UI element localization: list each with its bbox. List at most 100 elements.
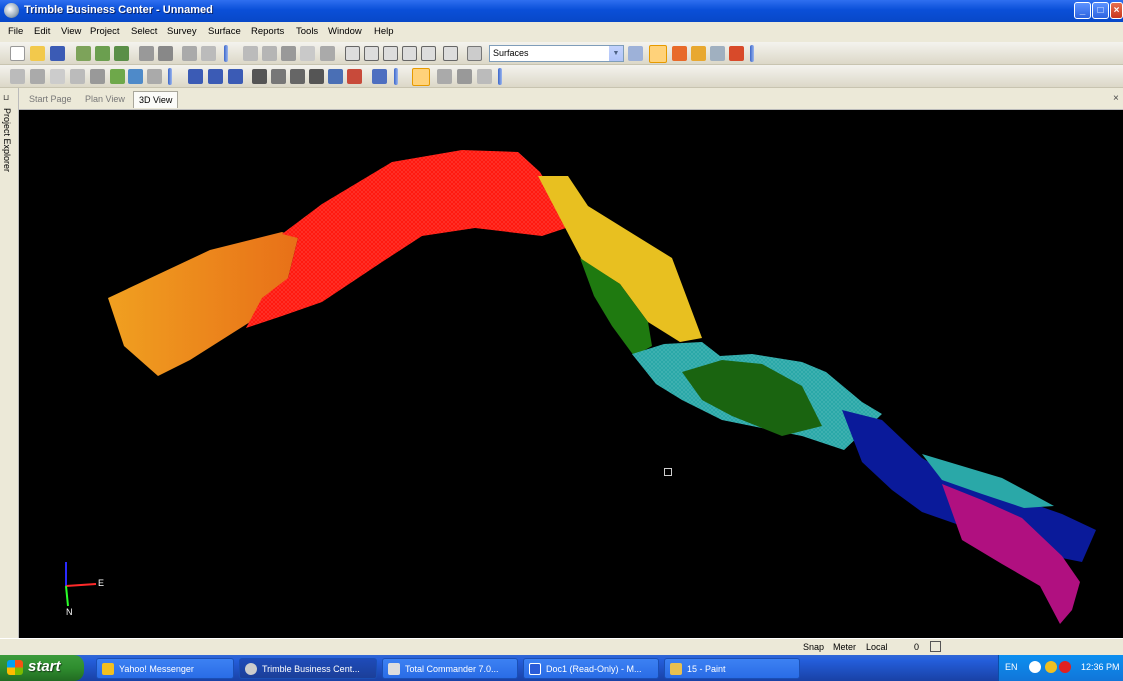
menu-select[interactable]: Select [131, 26, 158, 37]
taskbar-item-total-commander[interactable]: Total Commander 7.0... [382, 658, 518, 679]
contour-icon[interactable] [290, 69, 305, 84]
fly-icon[interactable] [457, 69, 472, 84]
properties-icon[interactable] [320, 46, 335, 61]
house-icon[interactable] [672, 46, 687, 61]
menu-project[interactable]: Project [90, 26, 120, 37]
menu-surface[interactable]: Surface [208, 26, 241, 37]
language-indicator[interactable]: EN [1005, 662, 1018, 672]
help-icon[interactable] [1029, 661, 1041, 673]
toolbar-grip[interactable] [394, 68, 398, 85]
save-icon[interactable] [50, 46, 65, 61]
view-filter-icon[interactable] [443, 46, 458, 61]
grid-icon[interactable] [467, 46, 482, 61]
close-tab-icon[interactable]: × [1113, 93, 1119, 104]
taskbar-item-word-doc[interactable]: Doc1 (Read-Only) - M... [523, 658, 659, 679]
units-indicator[interactable]: Meter [833, 642, 857, 652]
y-axis-label: N [66, 607, 73, 617]
report-icon[interactable] [114, 46, 129, 61]
undo-icon[interactable] [182, 46, 197, 61]
import-icon[interactable] [76, 46, 91, 61]
paste-icon[interactable] [281, 46, 296, 61]
volume-icon[interactable] [271, 69, 286, 84]
start-button[interactable]: start [0, 655, 84, 681]
coordinate-system-indicator[interactable]: Local [866, 642, 888, 652]
surface-render [65, 150, 1096, 624]
calculator-icon[interactable] [147, 69, 162, 84]
security-alert-icon[interactable] [1059, 661, 1071, 673]
arc-icon[interactable] [70, 69, 85, 84]
menu-survey[interactable]: Survey [167, 26, 197, 37]
profile-icon[interactable] [208, 69, 223, 84]
export-icon[interactable] [95, 46, 110, 61]
layer-icon[interactable] [691, 46, 706, 61]
chevron-down-icon[interactable]: ▼ [609, 46, 623, 61]
menu-reports[interactable]: Reports [251, 26, 285, 37]
menu-help[interactable]: Help [374, 26, 394, 37]
snap-indicator[interactable]: Snap [803, 642, 825, 652]
add-point-icon[interactable] [50, 69, 65, 84]
pin-icon[interactable]: ⊔ [3, 93, 10, 102]
cut-fill-icon[interactable] [328, 69, 343, 84]
alignment-icon[interactable] [188, 69, 203, 84]
tab-start-page[interactable]: Start Page [29, 94, 72, 104]
close-button[interactable]: × [1110, 2, 1123, 19]
menu-tools[interactable]: Tools [296, 26, 319, 37]
toolbar-grip[interactable] [498, 68, 502, 85]
taskbar-item-yahoo-messenger[interactable]: Yahoo! Messenger [96, 658, 234, 679]
windows-logo-icon [7, 660, 23, 675]
cross-section-icon[interactable] [228, 69, 243, 84]
zoom-out-icon[interactable] [402, 46, 417, 61]
filter-icon[interactable] [628, 46, 643, 61]
project-explorer-label[interactable]: Project Explorer [2, 108, 12, 173]
project-explorer-panel[interactable]: ⊔ Project Explorer [0, 88, 19, 638]
redo-icon[interactable] [201, 46, 216, 61]
menu-edit[interactable]: Edit [34, 26, 51, 37]
maximize-button[interactable]: □ [1092, 2, 1109, 19]
copy-icon[interactable] [262, 46, 277, 61]
tab-3d-view[interactable]: 3D View [133, 91, 179, 108]
orbit-icon[interactable] [437, 69, 452, 84]
open-folder-icon[interactable] [30, 46, 45, 61]
view-filter-combo[interactable]: Surfaces ▼ [489, 45, 624, 62]
toolbar-grip[interactable] [750, 45, 754, 62]
print-icon[interactable] [139, 46, 154, 61]
export-surface-icon[interactable] [372, 69, 387, 84]
toolbar-grip[interactable] [168, 68, 172, 85]
site-icon[interactable] [347, 69, 362, 84]
taskbar-item-trimble[interactable]: Trimble Business Cent... [239, 658, 377, 679]
toolbar-grip[interactable] [224, 45, 228, 62]
minimize-button[interactable]: _ [1074, 2, 1091, 19]
delete-icon[interactable] [300, 46, 315, 61]
line-icon[interactable] [30, 69, 45, 84]
zoom-in-icon[interactable] [383, 46, 398, 61]
status-settings-icon[interactable] [930, 641, 941, 652]
walk-icon[interactable] [477, 69, 492, 84]
3d-viewport[interactable]: E N [20, 110, 1123, 638]
traverse-icon[interactable] [110, 69, 125, 84]
print-preview-icon[interactable] [158, 46, 173, 61]
surface-create-icon[interactable] [252, 69, 267, 84]
trimble-icon [245, 663, 257, 675]
taskbar-item-paint[interactable]: 15 - Paint [664, 658, 800, 679]
point-icon[interactable] [10, 69, 25, 84]
flag-icon[interactable] [729, 46, 744, 61]
taskbar-item-label: Doc1 (Read-Only) - M... [546, 664, 642, 674]
drape-icon[interactable] [309, 69, 324, 84]
menu-window[interactable]: Window [328, 26, 362, 37]
survey-data-icon[interactable] [128, 69, 143, 84]
zoom-extents-icon[interactable] [345, 46, 360, 61]
rotate-3d-toggle[interactable] [412, 68, 430, 86]
menu-view[interactable]: View [61, 26, 82, 37]
new-file-icon[interactable] [10, 46, 25, 61]
tab-plan-view[interactable]: Plan View [85, 94, 125, 104]
cut-icon[interactable] [243, 46, 258, 61]
messenger-tray-icon[interactable] [1045, 661, 1057, 673]
layer-manager-icon[interactable] [710, 46, 725, 61]
pan-icon[interactable] [421, 46, 436, 61]
surface-layer-toggle[interactable] [649, 45, 667, 63]
menu-file[interactable]: File [8, 26, 24, 37]
clock[interactable]: 12:36 PM [1081, 662, 1120, 672]
cogo-icon[interactable] [90, 69, 105, 84]
zoom-window-icon[interactable] [364, 46, 379, 61]
cursor-pick-box [664, 468, 672, 476]
